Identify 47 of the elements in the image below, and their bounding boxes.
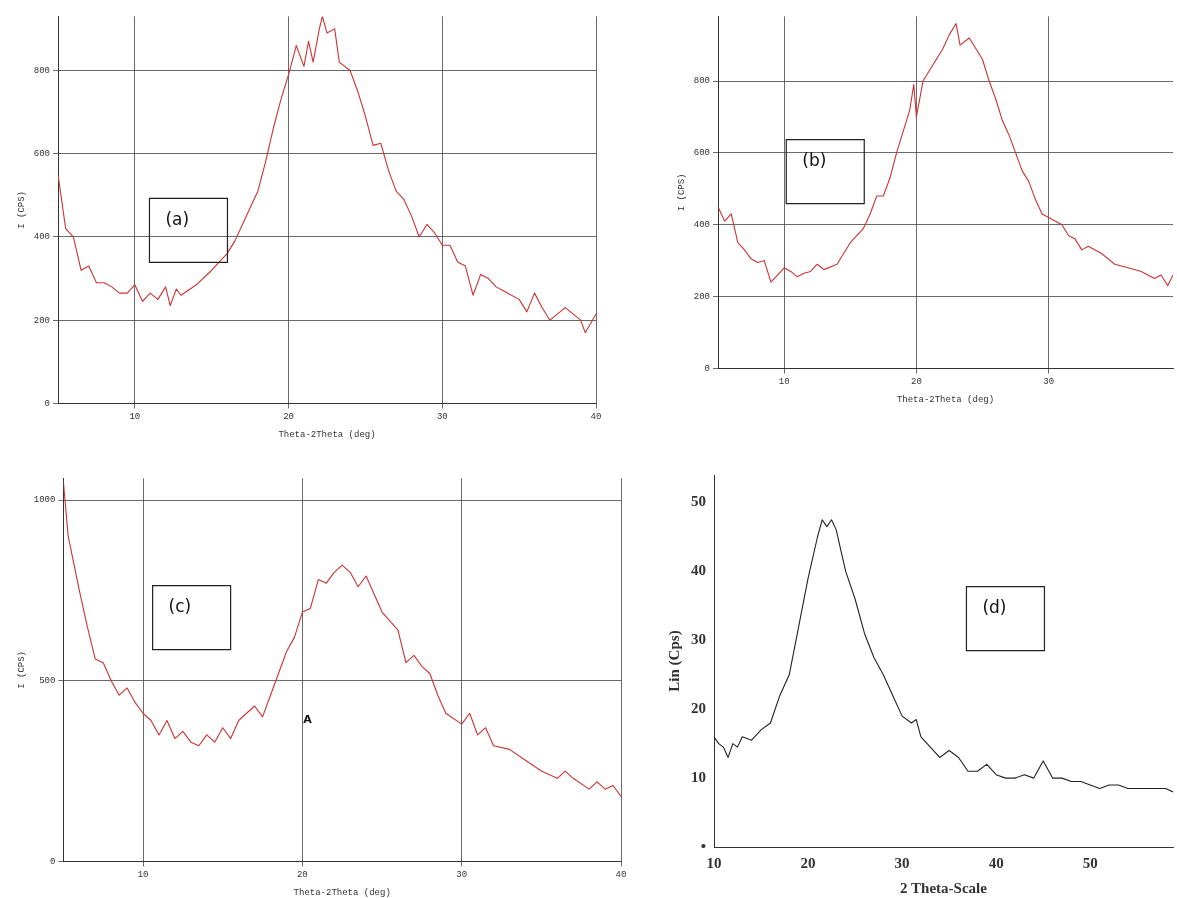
annotation: A [303, 712, 313, 726]
x-tick-label: 10 [137, 870, 149, 881]
y-tick-label: 200 [33, 315, 50, 326]
x-tick-label: 10 [129, 412, 141, 423]
x-tick-label: 30 [436, 412, 448, 423]
annotation: (d) [982, 597, 1007, 618]
y-tick-label: 50 [691, 493, 706, 510]
annotation: (a) [165, 208, 190, 229]
y-tick-label: 0 [44, 398, 50, 409]
x-tick-label: 30 [1043, 377, 1055, 388]
annotation: (b) [802, 150, 827, 171]
y-tick-label: 0 [704, 363, 710, 374]
x-tick-label: 50 [1082, 854, 1098, 871]
x-tick-label: 40 [615, 870, 627, 881]
y-tick-label: 800 [693, 76, 710, 87]
y-tick-label: 30 [691, 631, 706, 648]
y-tick-label: 800 [33, 65, 50, 76]
annotation: (c) [168, 596, 192, 617]
x-tick-label: 10 [778, 377, 790, 388]
y-tick-label: 500 [39, 676, 56, 687]
x-tick-label: 20 [283, 412, 294, 423]
x-tick-label: 30 [456, 870, 468, 881]
y-axis-title: I (CPS) [676, 173, 687, 212]
x-tick-label: 30 [894, 854, 910, 871]
y-tick-label: • [700, 837, 706, 854]
x-tick-label: 40 [590, 412, 602, 423]
x-tick-label: 20 [800, 854, 816, 871]
y-tick-label: 400 [33, 232, 50, 243]
y-tick-label: 600 [33, 149, 50, 160]
y-tick-label: 0 [50, 856, 56, 867]
y-tick-label: 400 [693, 220, 710, 231]
x-axis-title: Theta-2Theta (deg) [293, 887, 391, 898]
x-tick-label: 40 [988, 854, 1004, 871]
y-tick-label: 600 [693, 148, 710, 159]
y-tick-label: 20 [691, 700, 706, 717]
y-axis-title: I (CPS) [16, 650, 27, 689]
x-axis-title: Theta-2Theta (deg) [896, 394, 995, 405]
x-tick-label: 20 [296, 870, 308, 881]
y-tick-label: 10 [691, 768, 706, 785]
y-axis-title: Lin (Cps) [665, 630, 683, 692]
x-tick-label: 20 [911, 377, 922, 388]
x-axis-title: Theta-2Theta (deg) [278, 429, 376, 440]
y-tick-label: 40 [691, 562, 706, 579]
x-axis-title: 2 Theta-Scale [900, 879, 988, 896]
y-tick-label: 200 [693, 291, 710, 302]
y-tick-label: 1000 [33, 495, 56, 506]
y-axis-title: I (CPS) [16, 190, 27, 229]
